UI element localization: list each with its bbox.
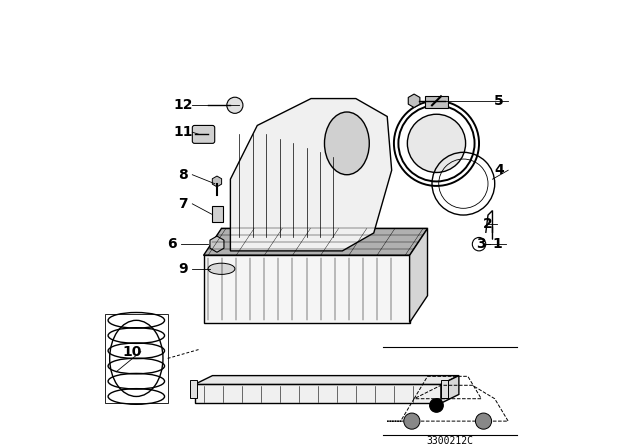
Polygon shape xyxy=(441,375,459,403)
Bar xyxy=(105,314,168,403)
Text: 9: 9 xyxy=(179,262,188,276)
Text: 1: 1 xyxy=(492,237,502,251)
Circle shape xyxy=(476,413,492,429)
Bar xyxy=(212,206,223,222)
Text: 3: 3 xyxy=(476,237,486,251)
Text: 8: 8 xyxy=(179,168,188,182)
Ellipse shape xyxy=(208,263,235,274)
Circle shape xyxy=(227,97,243,113)
Bar xyxy=(190,380,197,398)
Circle shape xyxy=(404,413,420,429)
Text: 11: 11 xyxy=(173,125,193,139)
Text: 12: 12 xyxy=(173,98,193,112)
Polygon shape xyxy=(195,384,441,403)
Text: 7: 7 xyxy=(179,197,188,211)
Polygon shape xyxy=(195,375,459,384)
Text: 10: 10 xyxy=(122,345,141,359)
Polygon shape xyxy=(230,99,392,251)
Polygon shape xyxy=(204,255,410,323)
Ellipse shape xyxy=(324,112,369,175)
Polygon shape xyxy=(204,228,428,255)
Text: 3300212C: 3300212C xyxy=(426,436,474,446)
Text: 6: 6 xyxy=(167,237,177,251)
FancyBboxPatch shape xyxy=(425,96,448,108)
Circle shape xyxy=(430,399,444,412)
Polygon shape xyxy=(410,228,428,323)
Text: 2: 2 xyxy=(483,217,493,231)
FancyBboxPatch shape xyxy=(192,125,215,143)
Circle shape xyxy=(408,114,466,172)
Text: 4: 4 xyxy=(494,163,504,177)
Text: 5: 5 xyxy=(494,94,504,108)
Bar xyxy=(441,380,448,398)
